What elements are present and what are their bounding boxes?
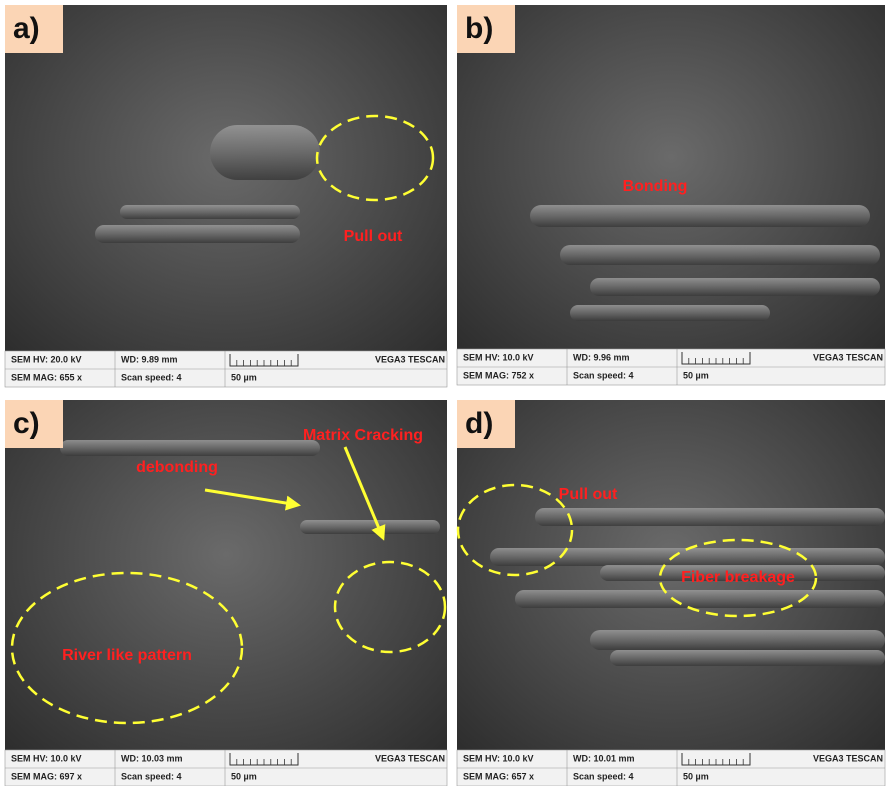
annotation: Bonding [623,178,688,195]
info-scale: 50 µm [231,372,257,382]
image-bg [5,5,447,387]
annotation: debonding [136,459,218,476]
fiber [210,125,320,180]
fiber [590,278,880,296]
info-hv: SEM HV: 10.0 kV [463,753,534,763]
info-speed: Scan speed: 4 [573,370,634,380]
info-speed: Scan speed: 4 [573,771,634,781]
panel-label: a) [13,12,40,45]
fiber [610,650,885,666]
sem-panel: SEM HV: 20.0 kV WD: 9.89 mm VEGA3 TESCAN SE… [5,5,447,387]
info-scale: 50 µm [683,771,709,781]
fiber [515,590,885,608]
annotation: Pull out [344,228,403,245]
fiber [535,508,885,526]
info-brand: VEGA3 TESCAN [375,753,445,763]
info-wd: WD: 10.01 mm [573,753,635,763]
sem-image [5,5,447,387]
figure: SEM HV: 20.0 kVWD: 9.89 mmVEGA3 TESCANSE… [0,0,889,786]
sem-panel: SEM HV: 10.0 kV WD: 10.03 mm VEGA3 TESCAN S… [5,400,447,786]
fiber [60,440,320,456]
image-bg [5,400,447,786]
sem-panel: SEM HV: 10.0 kV WD: 9.96 mm VEGA3 TESCAN SE… [457,5,885,385]
panel-label: d) [465,407,493,440]
sem-panel: SEM HV: 10.0 kV WD: 10.01 mm VEGA3 TESCAN S… [457,400,885,786]
info-scale: 50 µm [231,771,257,781]
info-wd: WD: 9.96 mm [573,352,630,362]
info-mag: SEM MAG: 657 x [463,771,534,781]
info-brand: VEGA3 TESCAN [813,352,883,362]
info-speed: Scan speed: 4 [121,372,182,382]
fiber [95,225,300,243]
fiber [570,305,770,321]
annotation: River like pattern [62,647,192,664]
panel-label: c) [13,407,40,440]
info-mag: SEM MAG: 697 x [11,771,82,781]
info-mag: SEM MAG: 655 x [11,372,82,382]
info-hv: SEM HV: 20.0 kV [11,354,82,364]
annotation: Fiber breakage [681,569,795,586]
fiber [590,630,885,650]
info-wd: WD: 10.03 mm [121,753,183,763]
info-wd: WD: 9.89 mm [121,354,178,364]
annotation: Matrix Cracking [303,427,423,444]
info-speed: Scan speed: 4 [121,771,182,781]
info-mag: SEM MAG: 752 x [463,370,534,380]
info-hv: SEM HV: 10.0 kV [463,352,534,362]
fiber [560,245,880,265]
fiber [490,548,885,566]
fiber [300,520,440,534]
sem-image [5,400,447,786]
fiber [120,205,300,219]
info-brand: VEGA3 TESCAN [375,354,445,364]
info-scale: 50 µm [683,370,709,380]
sem-image [457,400,885,786]
info-brand: VEGA3 TESCAN [813,753,883,763]
info-hv: SEM HV: 10.0 kV [11,753,82,763]
annotation: Pull out [559,486,618,503]
panel-label: b) [465,12,493,45]
fiber [530,205,870,227]
